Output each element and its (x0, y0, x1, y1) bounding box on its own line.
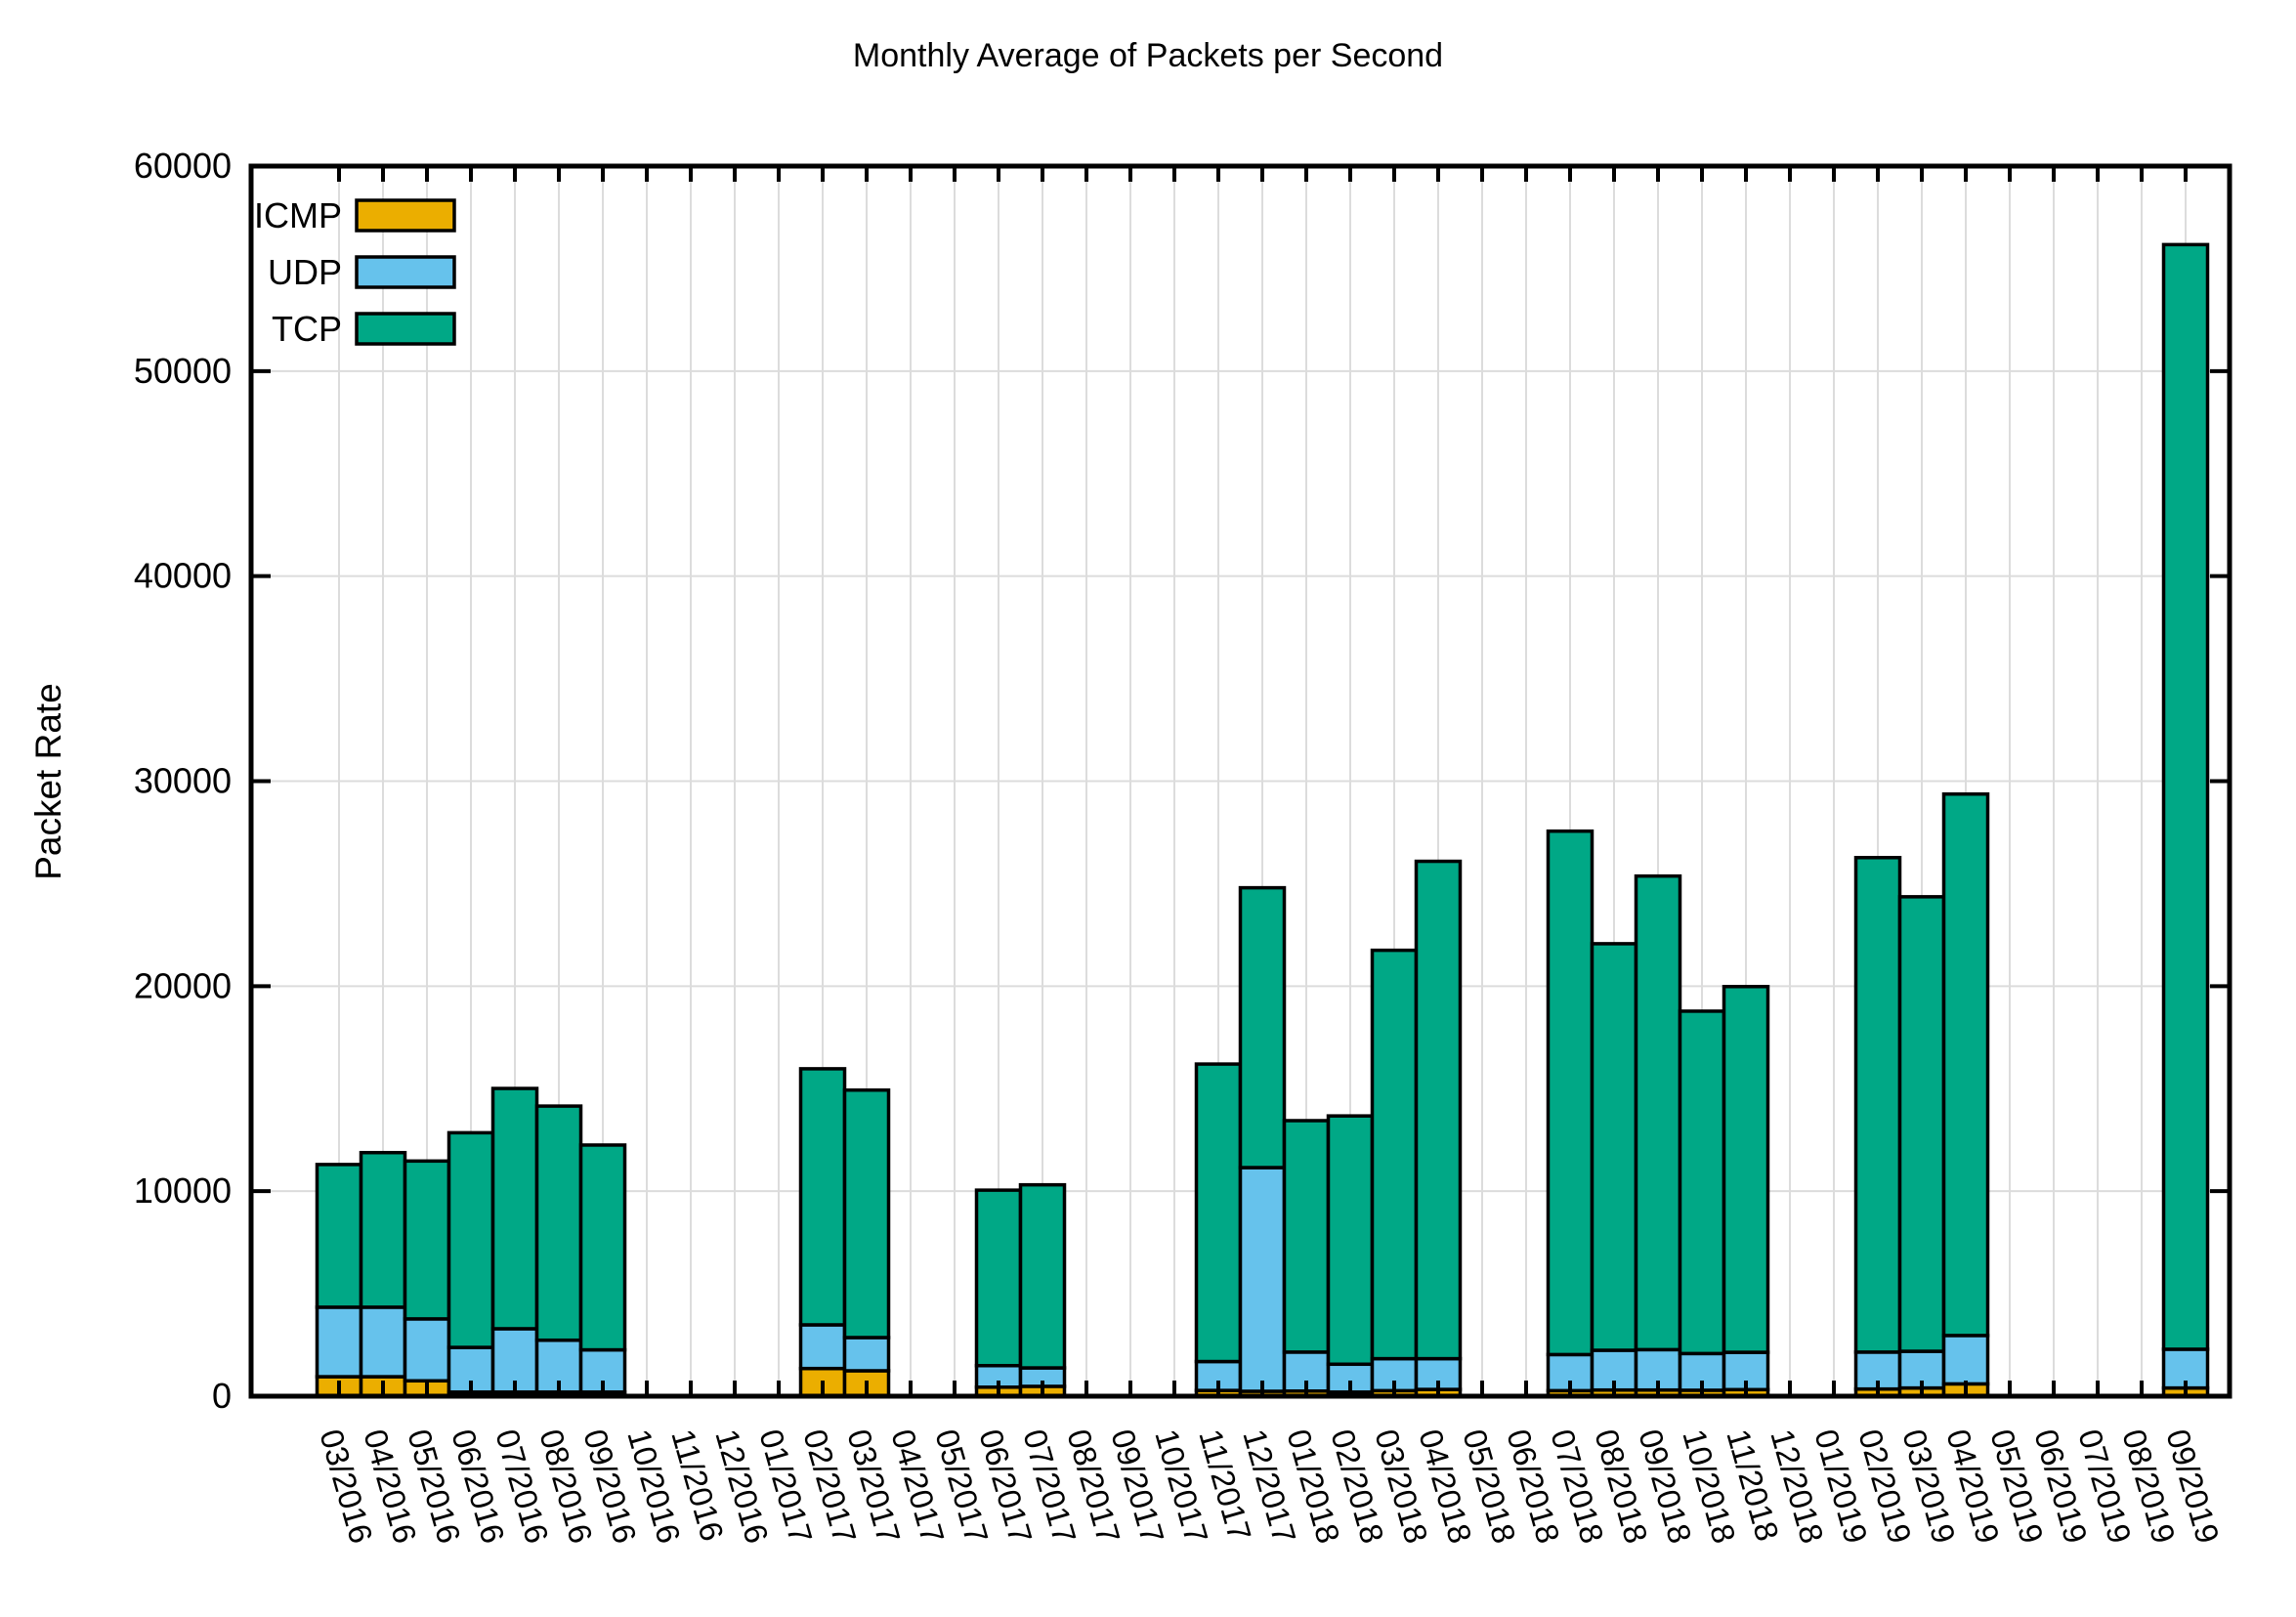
bar-segment-tcp (1546, 829, 1594, 1357)
axis-ticks (251, 164, 2230, 1398)
bar-segment-udp (1238, 1166, 1287, 1393)
bar-segment-tcp (1853, 856, 1902, 1354)
bar-segment-tcp (1897, 895, 1946, 1353)
bar-segment-tcp (578, 1143, 627, 1352)
x-tick-labels: 03/201604/201605/201606/201607/201608/20… (313, 1426, 2226, 1548)
y-tick-label: 0 (212, 1376, 232, 1416)
plot-border (248, 163, 2232, 1399)
y-tick-labels: 0 10000 20000 30000 40000 50000 60000 (134, 146, 232, 1416)
legend-label-icmp: ICMP (254, 195, 342, 235)
bar-segment-tcp (1590, 942, 1638, 1352)
bar-segment-tcp (798, 1067, 847, 1327)
legend-swatch-tcp (355, 312, 456, 346)
y-tick-label: 30000 (134, 761, 232, 801)
axis-box (248, 163, 2232, 1399)
y-tick-label: 40000 (134, 556, 232, 596)
legend-swatch-icmp (355, 198, 456, 233)
bar-segment-udp (403, 1317, 451, 1383)
bar-segment-tcp (1941, 791, 1990, 1338)
legend-label-udp: UDP (268, 252, 342, 292)
bar-segment-udp (1941, 1334, 1990, 1386)
bar-segment-udp (315, 1305, 363, 1379)
bars (315, 242, 2210, 1398)
bar-segment-udp (798, 1323, 847, 1371)
bar-segment-udp (359, 1305, 407, 1379)
bar-segment-tcp (1634, 873, 1682, 1352)
bar-segment-tcp (974, 1188, 1023, 1368)
bar-segment-tcp (359, 1150, 407, 1309)
legend-swatch-udp (355, 255, 456, 289)
y-tick-label: 20000 (134, 965, 232, 1005)
bar-segment-tcp (490, 1086, 539, 1331)
bar-segment-tcp (1722, 985, 1770, 1354)
bar-segment-tcp (2161, 242, 2210, 1351)
bar-segment-udp (842, 1336, 891, 1373)
bar-segment-tcp (1326, 1114, 1375, 1367)
legend-label-tcp: TCP (272, 309, 342, 349)
bar-segment-tcp (1678, 1009, 1726, 1356)
bar-segment-tcp (1370, 948, 1419, 1361)
bar-segment-tcp (1018, 1182, 1067, 1370)
legend: ICMP UDP TCP (254, 195, 456, 349)
y-tick-label: 10000 (134, 1170, 232, 1211)
bar-segment-tcp (1282, 1119, 1331, 1354)
bar-segment-tcp (1238, 885, 1287, 1170)
bar-segment-tcp (534, 1104, 583, 1342)
chart-title: Monthly Average of Packets per Second (853, 37, 1443, 74)
bar-segment-tcp (1414, 859, 1463, 1361)
bar-segment-tcp (446, 1130, 495, 1349)
y-tick-label: 60000 (134, 146, 232, 186)
bar-segment-tcp (842, 1087, 891, 1340)
y-axis-label: Packet Rate (28, 683, 68, 880)
bar-segment-tcp (403, 1159, 451, 1321)
bar-segment-tcp (315, 1163, 363, 1309)
bar-segment-tcp (1194, 1062, 1243, 1364)
y-tick-label: 50000 (134, 351, 232, 391)
